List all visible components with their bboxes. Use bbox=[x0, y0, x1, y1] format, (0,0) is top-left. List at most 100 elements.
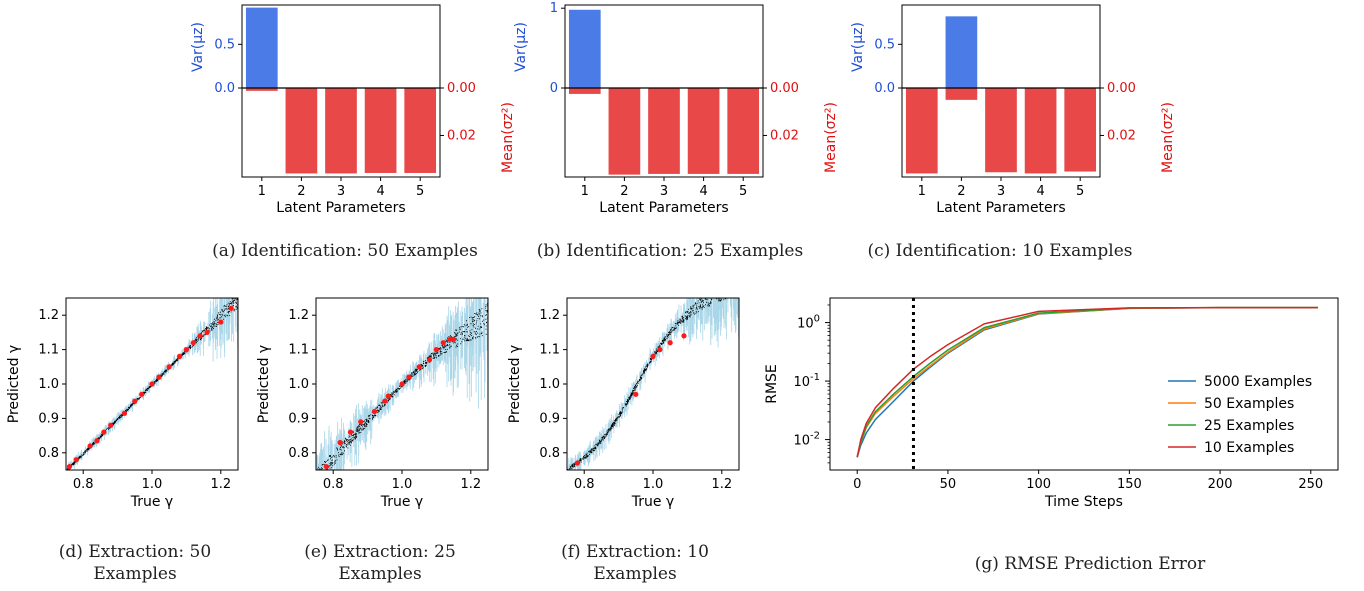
y-tick-label: 1.1 bbox=[539, 343, 560, 358]
y-tick-label: 1.0 bbox=[38, 377, 59, 392]
labeled-point bbox=[156, 374, 162, 380]
labeled-point bbox=[337, 439, 343, 446]
mean-bar-1 bbox=[568, 88, 601, 94]
x-tick-label: 5 bbox=[739, 184, 747, 199]
mean-tick-label: 0.00 bbox=[447, 81, 476, 96]
caption-a: (a) Identification: 50 Examples bbox=[212, 241, 478, 261]
legend-entry: 25 Examples bbox=[1204, 418, 1294, 434]
var-bar-2 bbox=[945, 16, 978, 88]
x-axis-label: Latent Parameters bbox=[276, 200, 405, 216]
legend-entry: 5000 Examples bbox=[1204, 374, 1312, 390]
caption-f: (f) Extraction: 10 Examples bbox=[525, 541, 745, 585]
var-bar-1 bbox=[568, 9, 601, 89]
mean-axis-label: Mean(σz²) bbox=[823, 102, 839, 173]
legend: 5000 Examples 50 Examples 25 Examples 10 Ex… bbox=[1168, 374, 1312, 456]
labeled-point bbox=[371, 408, 378, 415]
labeled-point bbox=[399, 381, 405, 387]
x-tick-label: 3 bbox=[660, 184, 668, 199]
x-tick-label: 0.8 bbox=[323, 477, 344, 492]
y-tick-label: 0.9 bbox=[38, 411, 59, 426]
mean-tick-label: 0.02 bbox=[770, 128, 799, 143]
mean-bar-2 bbox=[945, 88, 978, 100]
y-tick-label: 1.2 bbox=[539, 308, 560, 323]
x-tick-label: 4 bbox=[1036, 184, 1044, 199]
x-tick-label: 1.2 bbox=[460, 477, 481, 492]
mean-bar-5 bbox=[404, 88, 437, 173]
caption-b: (b) Identification: 25 Examples bbox=[536, 241, 804, 261]
labeled-point bbox=[183, 347, 189, 353]
legend-entry: 10 Examples bbox=[1204, 440, 1294, 456]
legend-entry: 50 Examples bbox=[1204, 396, 1294, 412]
prediction-points bbox=[317, 303, 488, 470]
scatter-panel-d: 0.8 1.0 1.2 0.8 0.9 1.0 1.1 1.2 True γ Predicted … bbox=[6, 297, 239, 510]
x-tick-label: 0.8 bbox=[73, 477, 94, 492]
var-tick-label: 0.5 bbox=[214, 37, 235, 52]
caption-d: (d) Extraction: 50 Examples bbox=[25, 541, 245, 585]
x-tick-label: 4 bbox=[376, 184, 384, 199]
x-axis-label: True γ bbox=[380, 494, 423, 510]
mean-tick-label: 0.02 bbox=[1107, 128, 1136, 143]
mean-bar-4 bbox=[364, 88, 397, 173]
labeled-point bbox=[149, 381, 155, 387]
labeled-point bbox=[73, 457, 79, 463]
mean-tick-label: 0.00 bbox=[1107, 81, 1136, 96]
line-panel-g: 0 50 100 150 200 250 10-2 10-1 100 Time Steps RMSE… bbox=[764, 297, 1339, 510]
caption-e-line2: Examples bbox=[338, 564, 422, 584]
mean-bar-5 bbox=[727, 88, 760, 174]
y-tick-label: 0.9 bbox=[288, 411, 309, 426]
labeled-point bbox=[347, 429, 353, 435]
x-tick-label: 3 bbox=[337, 184, 345, 199]
labeled-point bbox=[66, 463, 73, 470]
y-axis-label: Predicted γ bbox=[256, 345, 272, 423]
x-tick-label: 1 bbox=[258, 184, 266, 199]
bar-panel-c: 1 2 3 4 5 0.0 0.5 0.00 0.02 Latent Parameters Var(… bbox=[850, 4, 1176, 216]
labeled-point bbox=[218, 319, 224, 325]
x-tick-label: 5 bbox=[416, 184, 424, 199]
labeled-point bbox=[681, 333, 687, 339]
labeled-point bbox=[190, 340, 196, 346]
mean-axis-label: Mean(σz²) bbox=[1160, 102, 1176, 173]
y-tick-label: 100 bbox=[797, 314, 820, 332]
labeled-point bbox=[358, 419, 364, 425]
labeled-point bbox=[451, 336, 457, 342]
caption-f-line2: Examples bbox=[593, 564, 677, 584]
var-tick-label: 0 bbox=[550, 81, 558, 96]
x-tick-label: 1.2 bbox=[711, 477, 732, 492]
y-tick-label: 1.0 bbox=[288, 377, 309, 392]
x-tick-label: 1.0 bbox=[392, 477, 413, 492]
caption-c: (c) Identification: 10 Examples bbox=[867, 241, 1133, 261]
caption-d-line1: (d) Extraction: 50 bbox=[58, 542, 212, 562]
labeled-point bbox=[657, 347, 663, 353]
y-tick-label: 0.8 bbox=[539, 446, 560, 461]
x-tick-label: 150 bbox=[1117, 477, 1142, 492]
var-axis-label: Var(μz) bbox=[850, 22, 866, 72]
x-axis-label: True γ bbox=[130, 494, 173, 510]
x-tick-label: 1.0 bbox=[643, 477, 664, 492]
labeled-point bbox=[94, 438, 100, 444]
y-tick-label: 1.1 bbox=[38, 343, 59, 358]
y-tick-label: 0.9 bbox=[539, 411, 560, 426]
x-tick-label: 4 bbox=[699, 184, 707, 199]
x-tick-label: 3 bbox=[997, 184, 1005, 199]
labeled-point bbox=[176, 353, 183, 360]
x-tick-label: 100 bbox=[1026, 477, 1051, 492]
y-axis-label: Predicted γ bbox=[507, 345, 523, 423]
mean-bar-5 bbox=[1064, 88, 1097, 172]
mean-bar-4 bbox=[687, 88, 720, 174]
var-tick-label: 0.0 bbox=[214, 81, 235, 96]
x-tick-label: 0.8 bbox=[574, 477, 595, 492]
caption-e-line1: (e) Extraction: 25 bbox=[304, 542, 456, 562]
labeled-point bbox=[433, 347, 439, 353]
labeled-point bbox=[121, 410, 128, 416]
mean-bar-3 bbox=[985, 88, 1017, 173]
x-tick-label: 1 bbox=[581, 184, 589, 199]
y-tick-label: 1.1 bbox=[288, 343, 309, 358]
x-tick-label: 1.0 bbox=[142, 477, 163, 492]
caption-e: (e) Extraction: 25 Examples bbox=[270, 541, 490, 585]
y-tick-label: 0.8 bbox=[38, 446, 59, 461]
labeled-point bbox=[406, 374, 412, 380]
labeled-point bbox=[323, 463, 329, 470]
y-axis-label: RMSE bbox=[764, 364, 780, 404]
y-tick-label: 10-2 bbox=[793, 431, 820, 449]
x-tick-label: 0 bbox=[853, 477, 861, 492]
